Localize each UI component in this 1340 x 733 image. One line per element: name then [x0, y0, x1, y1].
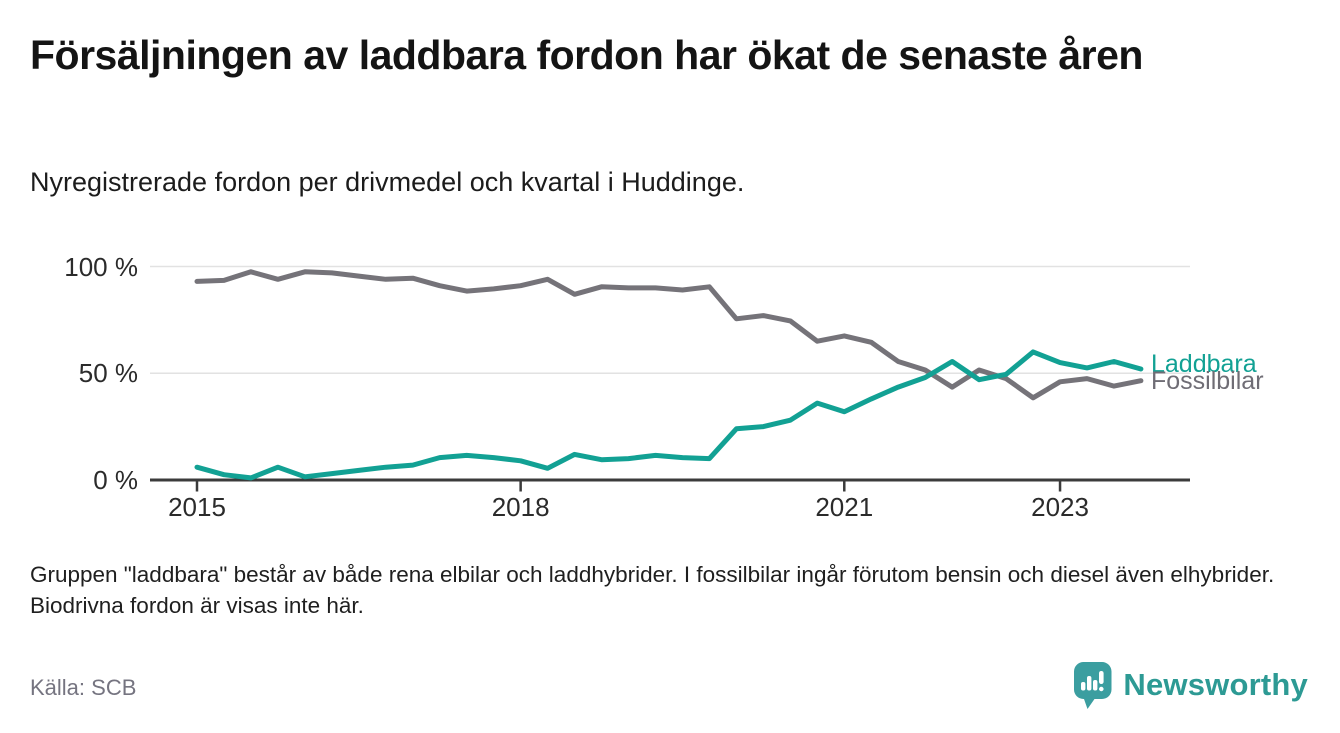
- y-axis-tick-label: 100 %: [64, 251, 138, 282]
- brand-logo: Newsworthy: [1072, 660, 1308, 710]
- x-axis-tick-label: 2018: [491, 492, 550, 522]
- brand-name: Newsworthy: [1123, 667, 1308, 702]
- series-label-fossilbilar: Fossilbilar: [1151, 367, 1264, 395]
- fossilbilar-line: [194, 269, 1144, 401]
- x-axis-tick-label: 2015: [168, 492, 226, 522]
- y-axis-tick-label: 50 %: [78, 358, 138, 389]
- y-axis-tick-label: 0 %: [93, 465, 138, 495]
- page-title: Försäljningen av laddbara fordon har öka…: [30, 32, 1143, 78]
- page-subtitle: Nyregistrerade fordon per drivmedel och …: [30, 167, 745, 197]
- laddbara-line: [194, 349, 1144, 481]
- source-note: Källa: SCB: [30, 675, 137, 700]
- chart-footnote: Gruppen "laddbara" består av både rena e…: [30, 562, 1275, 618]
- x-axis-tick-label: 2023: [1031, 492, 1089, 522]
- x-axis-tick-label: 2021: [815, 492, 874, 522]
- bar-chart-pin-icon: [1074, 661, 1112, 709]
- series-label-laddbara: Laddbara: [1151, 350, 1257, 378]
